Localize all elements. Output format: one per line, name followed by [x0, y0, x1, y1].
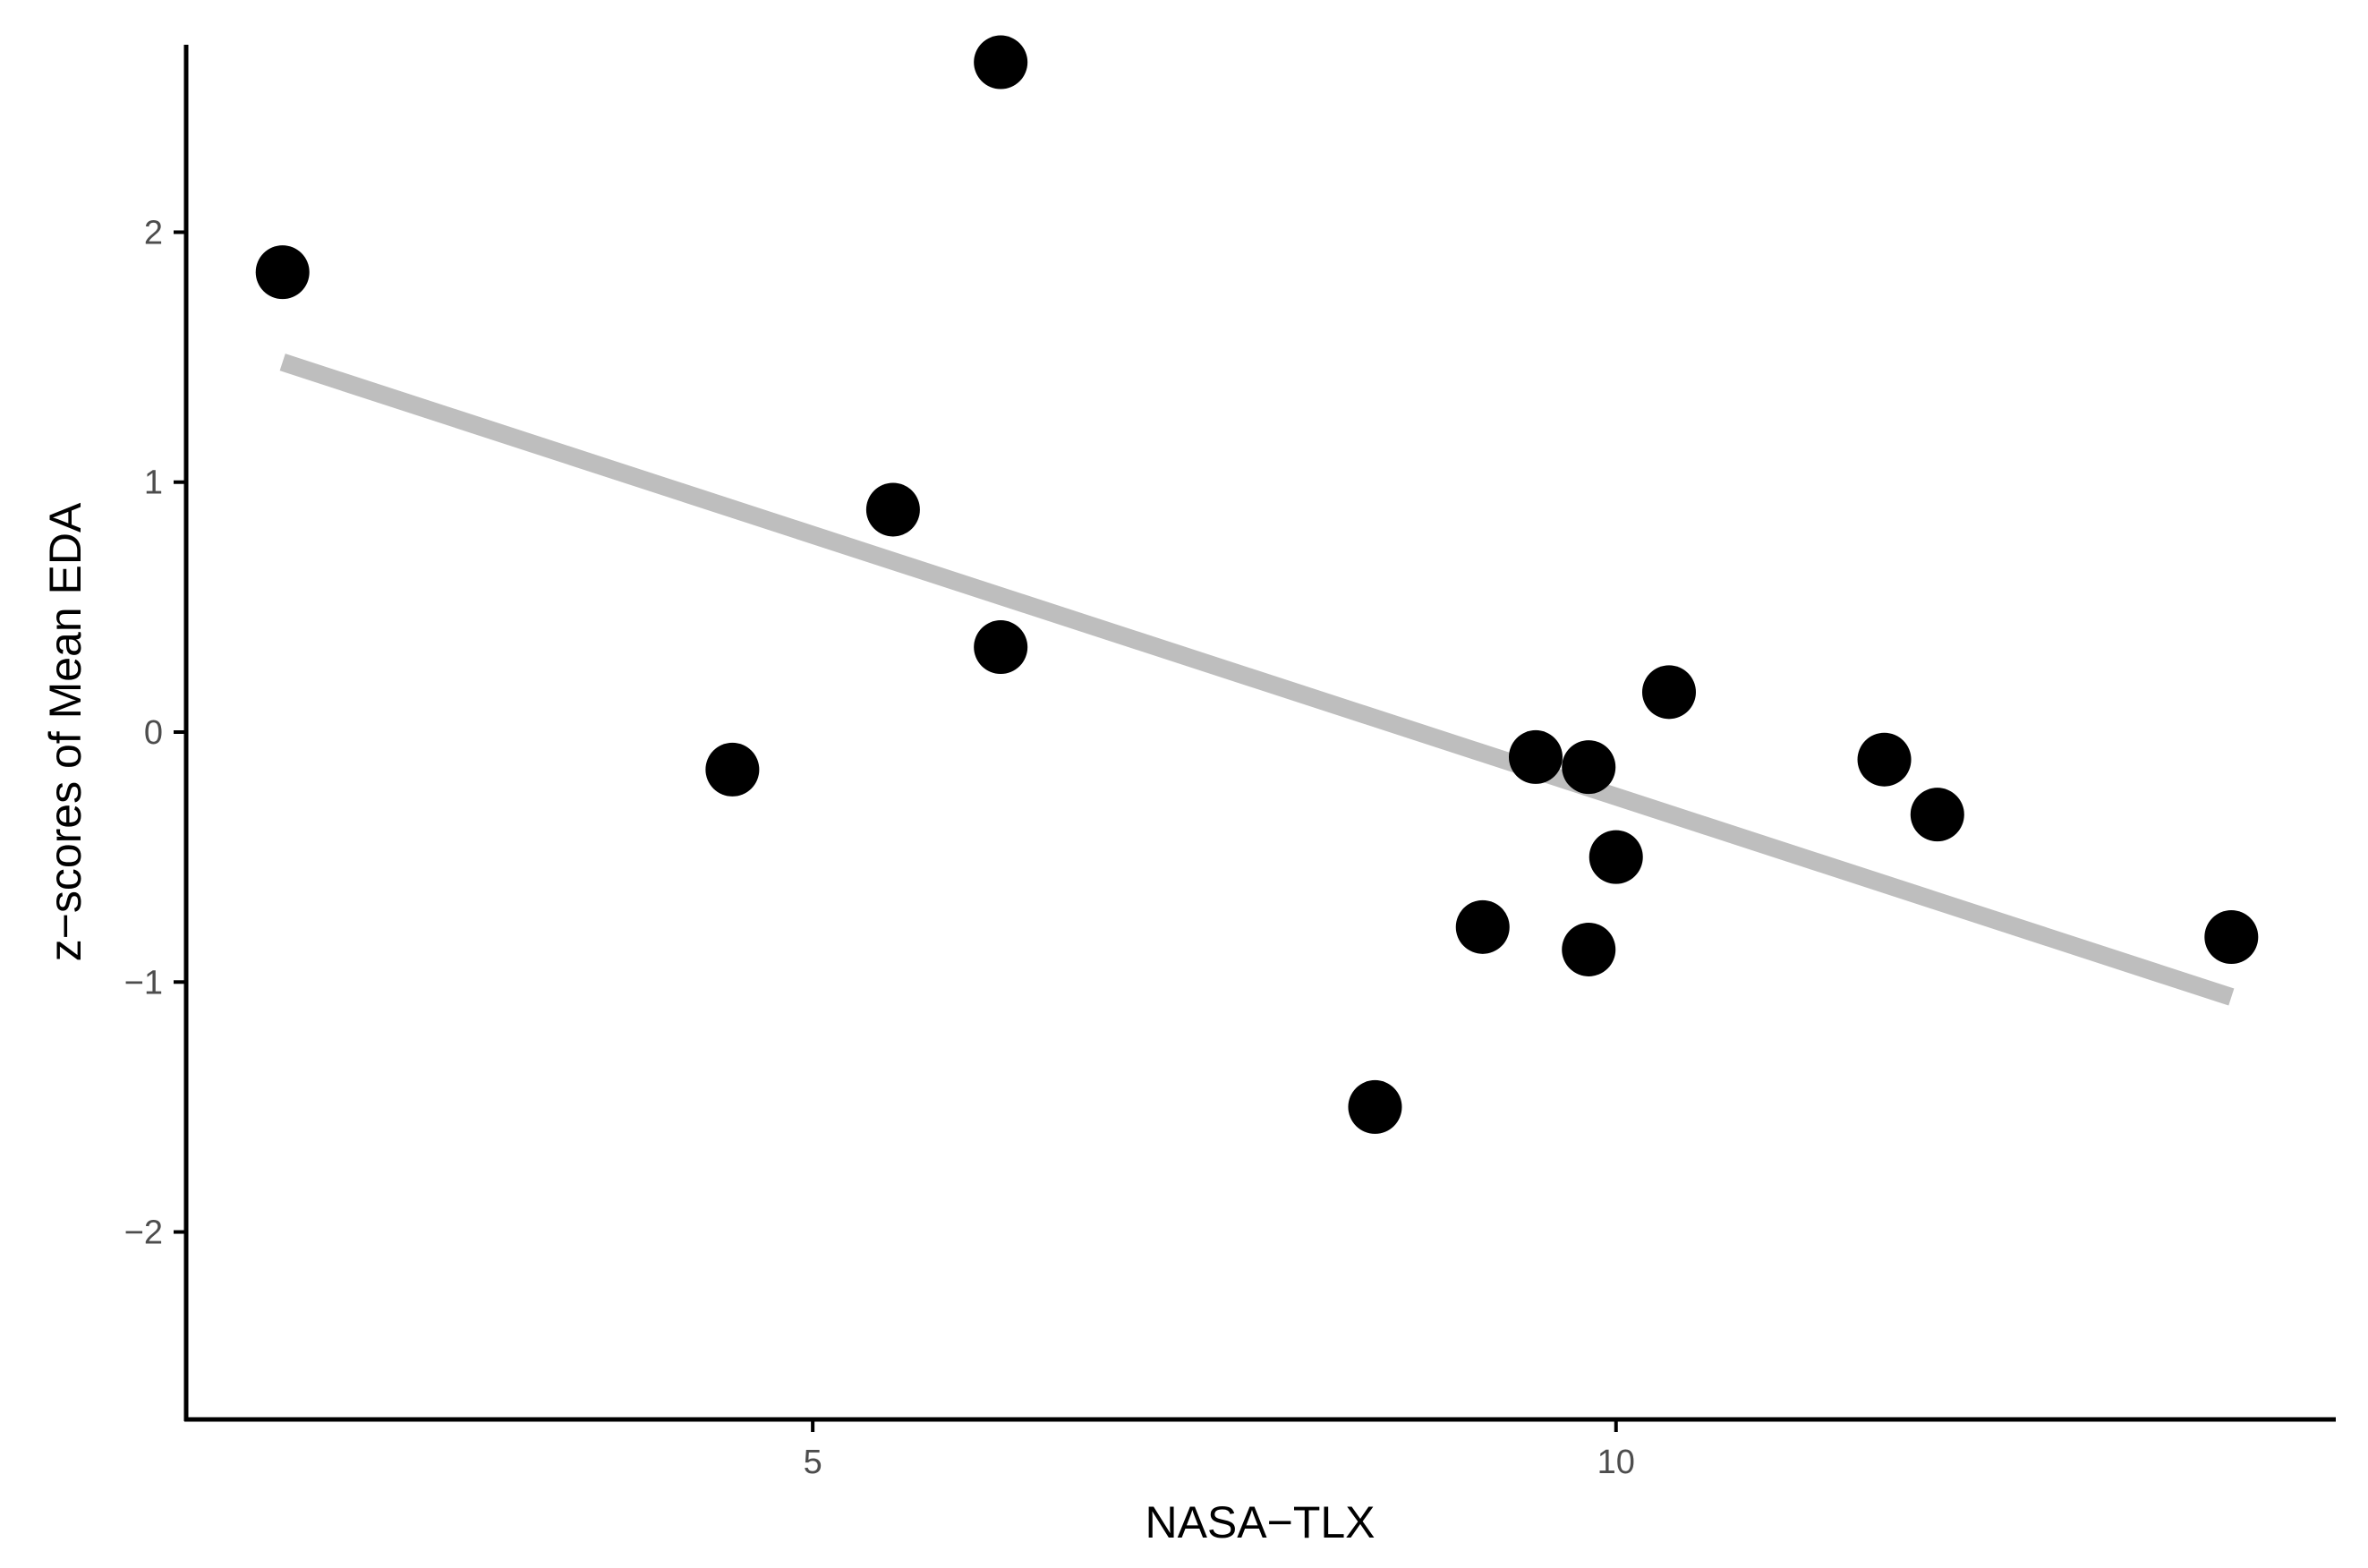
data-point-9	[1562, 922, 1616, 976]
y-axis-title: z−scores of Mean EDA	[40, 502, 90, 961]
regression-line	[279, 354, 2235, 1006]
data-point-3	[865, 482, 920, 537]
fit-line-layer	[279, 354, 2235, 1006]
data-point-8	[1508, 729, 1563, 784]
x-tick-label: 10	[1597, 1444, 1635, 1481]
data-point-5	[974, 620, 1028, 675]
data-point-10	[1562, 740, 1616, 795]
x-tick-label: 5	[804, 1444, 822, 1481]
data-point-15	[2204, 910, 2259, 965]
points-layer	[255, 35, 2259, 1134]
y-tick-label: −2	[124, 1214, 163, 1252]
data-point-4	[974, 35, 1028, 89]
y-tick-label: 1	[144, 464, 163, 502]
y-ticks-layer: −2 −1 0 1 2	[124, 214, 186, 1252]
axes-layer	[183, 45, 2336, 1422]
y-tick-label: 0	[144, 714, 163, 752]
data-point-13	[1857, 732, 1912, 787]
data-point-12	[1641, 665, 1696, 720]
data-point-1	[255, 245, 310, 300]
y-tick-label: −1	[124, 964, 163, 1001]
x-ticks-layer: 5 10	[804, 1419, 1635, 1481]
data-point-14	[1910, 788, 1964, 842]
data-point-6	[1348, 1079, 1402, 1134]
y-tick-label: 2	[144, 214, 163, 251]
data-point-7	[1455, 899, 1510, 954]
data-point-11	[1589, 830, 1643, 884]
x-axis-title: NASA−TLX	[1145, 1497, 1375, 1547]
data-point-2	[705, 742, 760, 797]
